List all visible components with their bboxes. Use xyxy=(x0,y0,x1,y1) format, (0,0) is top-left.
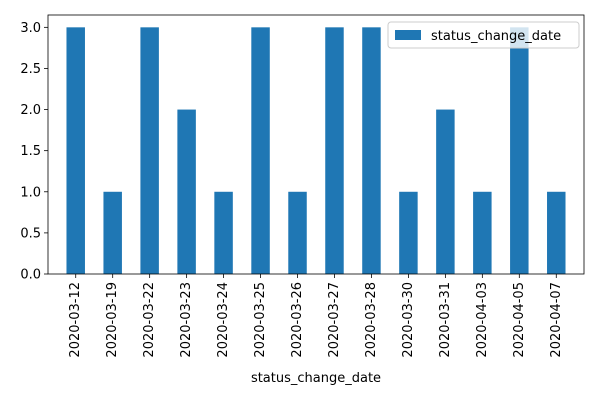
bar-2020-03-22 xyxy=(140,27,159,274)
plot-frame xyxy=(47,14,585,275)
bar-2020-03-31 xyxy=(436,109,455,274)
x-tick-label: 2020-04-07 xyxy=(549,282,564,358)
x-tick-label: 2020-03-24 xyxy=(216,282,231,358)
y-tick-label: 3.0 xyxy=(20,21,41,36)
bar-2020-03-23 xyxy=(177,109,196,274)
bar-2020-04-07 xyxy=(547,191,566,274)
legend-frame xyxy=(387,21,580,49)
plot-background xyxy=(48,15,584,274)
y-tick-label: 2.5 xyxy=(20,62,41,77)
bar-2020-03-30 xyxy=(399,191,418,274)
x-tick-label: 2020-03-25 xyxy=(253,282,268,358)
x-tick-label: 2020-03-23 xyxy=(179,282,194,358)
y-tick-label: 1.5 xyxy=(20,144,41,159)
bar-2020-03-24 xyxy=(214,191,233,274)
y-tick-label: 0.0 xyxy=(20,268,41,283)
bar-2020-03-25 xyxy=(251,27,270,274)
y-axis: 0.0 0.5 1.0 1.5 2.0 2.5 3.0 xyxy=(20,21,48,283)
bar-2020-04-03 xyxy=(473,191,492,274)
y-tick-label: 2.0 xyxy=(20,103,41,118)
x-tick-label: 2020-04-03 xyxy=(475,282,490,358)
x-tick-label: 2020-03-19 xyxy=(105,282,120,358)
y-tick-label: 0.5 xyxy=(20,226,41,241)
bars-group xyxy=(66,27,566,274)
bar-2020-04-05 xyxy=(510,27,529,274)
x-axis-label: status_change_date xyxy=(251,371,381,386)
x-tick-label: 2020-03-28 xyxy=(364,282,379,358)
legend-swatch xyxy=(395,30,421,40)
x-tick-label: 2020-03-31 xyxy=(438,282,453,358)
x-tick-label: 2020-03-12 xyxy=(68,282,83,358)
bar-2020-03-27 xyxy=(325,27,344,274)
bar-2020-03-19 xyxy=(103,191,122,274)
bar-2020-03-26 xyxy=(288,191,307,274)
x-axis: 2020-03-12 2020-03-19 2020-03-22 2020-03-23… xyxy=(68,274,564,358)
x-tick-label: 2020-03-30 xyxy=(401,282,416,358)
legend: status_change_date xyxy=(387,21,580,49)
x-tick-label: 2020-03-22 xyxy=(142,282,157,358)
bar-2020-03-12 xyxy=(66,27,85,274)
x-tick-label: 2020-03-27 xyxy=(327,282,342,358)
x-tick-label: 2020-04-05 xyxy=(512,282,527,358)
bar-2020-03-28 xyxy=(362,27,381,274)
x-tick-label: 2020-03-26 xyxy=(290,282,305,358)
y-tick-label: 1.0 xyxy=(20,185,41,200)
legend-label: status_change_date xyxy=(431,29,561,44)
